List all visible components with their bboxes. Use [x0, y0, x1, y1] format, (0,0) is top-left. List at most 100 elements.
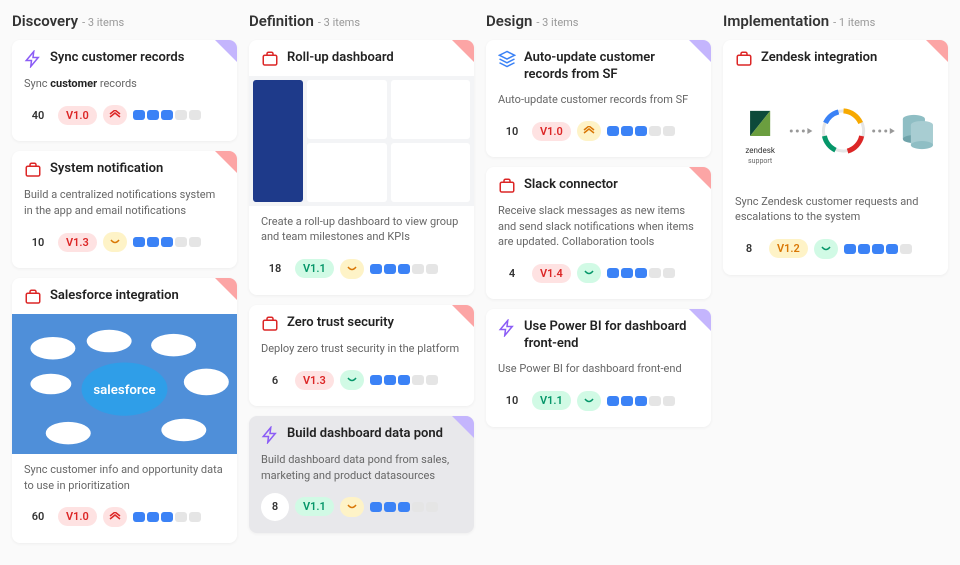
trend-icon [814, 239, 838, 259]
briefcase-icon [261, 315, 279, 333]
trend-icon [340, 259, 364, 279]
trend-icon [103, 105, 127, 125]
svg-text:support: support [748, 156, 773, 165]
card-sync-customer-records[interactable]: Sync customer records Sync customer reco… [12, 40, 237, 141]
column-title: Design [486, 12, 532, 30]
layers-icon [498, 50, 516, 68]
card-desc: Build dashboard data pond from sales, ma… [261, 452, 462, 483]
trend-icon [577, 391, 601, 411]
version-badge: V1.3 [295, 371, 334, 390]
priority-bars [370, 375, 438, 385]
card-desc: Sync Zendesk customer requests and escal… [735, 194, 936, 225]
card-desc: Auto-update customer records from SF [498, 92, 699, 107]
card-rollup-dashboard[interactable]: Roll-up dashboard Create a roll-up dashb… [249, 40, 474, 295]
priority-bars [370, 502, 438, 512]
score-circle: 60 [24, 503, 52, 531]
card-build-dashboard-data-pond[interactable]: Build dashboard data pond Build dashboar… [249, 416, 474, 533]
priority-bars [133, 110, 201, 120]
card-slack-connector[interactable]: Slack connector Receive slack messages a… [486, 167, 711, 299]
column-count: - 1 items [833, 16, 875, 29]
column-definition: Definition - 3 items Roll-up dashboard C… [249, 12, 474, 553]
card-corner [452, 305, 474, 327]
version-badge: V1.0 [532, 122, 571, 141]
column-design: Design - 3 items Auto-update customer re… [486, 12, 711, 553]
card-zendesk-integration[interactable]: Zendesk integration zendesk support [723, 40, 948, 275]
card-title: Auto-update customer records from SF [524, 50, 699, 84]
score-circle: 6 [261, 366, 289, 394]
column-header: Implementation - 1 items [723, 12, 948, 30]
card-power-bi-dashboard[interactable]: Use Power BI for dashboard front-end Use… [486, 309, 711, 426]
card-corner [452, 40, 474, 62]
column-title: Implementation [723, 12, 829, 30]
priority-bars [133, 512, 201, 522]
card-image: zendesk support [731, 76, 940, 186]
card-corner [926, 40, 948, 62]
card-desc: Use Power BI for dashboard front-end [498, 361, 699, 376]
card-corner [215, 151, 237, 173]
trend-icon [340, 497, 364, 517]
column-count: - 3 items [536, 16, 578, 29]
card-desc: Create a roll-up dashboard to view group… [261, 214, 462, 245]
card-desc: Receive slack messages as new items and … [498, 203, 699, 249]
priority-bars [133, 237, 201, 247]
card-meta: 8 V1.2 [735, 235, 936, 263]
score-circle: 4 [498, 259, 526, 287]
card-meta: 8 V1.1 [261, 493, 462, 521]
card-image: salesforce [12, 314, 237, 454]
card-corner [452, 416, 474, 438]
card-desc: Build a centralized notifications system… [24, 187, 225, 218]
kanban-board: Discovery - 3 items Sync customer record… [12, 12, 948, 553]
briefcase-icon [498, 177, 516, 195]
column-header: Design - 3 items [486, 12, 711, 30]
briefcase-icon [24, 161, 42, 179]
score-circle: 10 [498, 117, 526, 145]
card-title: Sync customer records [50, 50, 184, 67]
card-title: Build dashboard data pond [287, 426, 443, 443]
card-salesforce-integration[interactable]: Salesforce integration salesforce Sync c… [12, 278, 237, 543]
card-desc: Deploy zero trust security in the platfo… [261, 341, 462, 356]
card-desc: Sync customer records [24, 76, 225, 91]
card-title: Zendesk integration [761, 50, 877, 67]
priority-bars [844, 244, 912, 254]
svg-text:salesforce: salesforce [93, 383, 155, 398]
card-title: Use Power BI for dashboard front-end [524, 319, 699, 353]
briefcase-icon [24, 288, 42, 306]
card-desc: Sync customer info and opportunity data … [24, 462, 225, 493]
version-badge: V1.3 [58, 233, 97, 252]
column-title: Definition [249, 12, 314, 30]
trend-icon [577, 263, 601, 283]
bolt-icon [498, 319, 516, 337]
card-title: System notification [50, 161, 163, 178]
card-title: Zero trust security [287, 315, 394, 332]
card-meta: 40 V1.0 [24, 101, 225, 129]
card-corner [689, 309, 711, 331]
card-meta: 18 V1.1 [261, 255, 462, 283]
column-discovery: Discovery - 3 items Sync customer record… [12, 12, 237, 553]
trend-icon [103, 232, 127, 252]
score-circle: 10 [498, 387, 526, 415]
version-badge: V1.1 [532, 391, 571, 410]
card-corner [689, 40, 711, 62]
card-corner [215, 278, 237, 300]
score-circle: 8 [735, 235, 763, 263]
score-circle: 18 [261, 255, 289, 283]
version-badge: V1.0 [58, 507, 97, 526]
priority-bars [607, 126, 675, 136]
trend-icon [577, 121, 601, 141]
briefcase-icon [261, 50, 279, 68]
column-title: Discovery [12, 12, 78, 30]
version-badge: V1.1 [295, 259, 334, 278]
card-meta: 6 V1.3 [261, 366, 462, 394]
card-auto-update-customer-records[interactable]: Auto-update customer records from SF Aut… [486, 40, 711, 157]
priority-bars [607, 396, 675, 406]
trend-icon [103, 507, 127, 527]
card-meta: 10 V1.1 [498, 387, 699, 415]
version-badge: V1.2 [769, 239, 808, 258]
column-implementation: Implementation - 1 items Zendesk integra… [723, 12, 948, 553]
card-corner [215, 40, 237, 62]
card-system-notification[interactable]: System notification Build a centralized … [12, 151, 237, 268]
priority-bars [370, 264, 438, 274]
card-zero-trust-security[interactable]: Zero trust security Deploy zero trust se… [249, 305, 474, 406]
card-meta: 10 V1.0 [498, 117, 699, 145]
column-header: Definition - 3 items [249, 12, 474, 30]
